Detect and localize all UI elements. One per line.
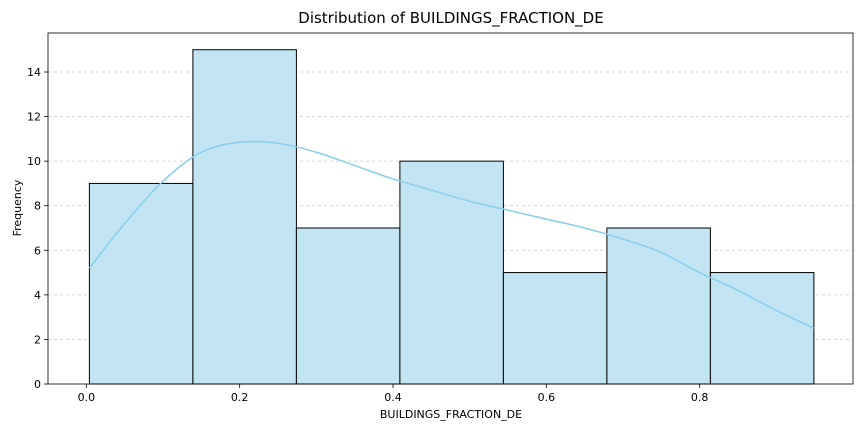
histogram-bar — [606, 227, 711, 385]
kde-curve — [88, 140, 815, 329]
histogram-bar — [709, 272, 815, 385]
y-tick-label: 0 — [34, 378, 41, 391]
x-axis-ticks: 0.0 0.2 0.4 0.6 0.8 — [78, 384, 709, 404]
histogram-bar — [295, 227, 401, 385]
histogram-bar — [502, 272, 608, 385]
x-tick-label: 0.4 — [384, 391, 402, 404]
histogram-bars — [88, 49, 815, 385]
x-tick-label: 0.0 — [78, 391, 96, 404]
y-axis-label: Frequency — [11, 179, 24, 236]
x-tick-label: 0.6 — [538, 391, 556, 404]
x-tick-label: 0.2 — [231, 391, 249, 404]
y-tick-label: 2 — [34, 333, 41, 346]
y-tick-label: 4 — [34, 289, 41, 302]
y-tick-label: 12 — [27, 111, 41, 124]
x-tick-label: 0.8 — [691, 391, 709, 404]
histogram-bar — [399, 160, 504, 385]
plot-area-frame — [47, 32, 854, 385]
histogram-bar — [192, 49, 297, 385]
y-tick-label: 10 — [27, 155, 41, 168]
chart-title: Distribution of BUILDINGS_FRACTION_DE — [298, 9, 603, 28]
histogram-bar — [88, 182, 194, 385]
y-tick-label: 14 — [27, 66, 41, 79]
y-tick-label: 6 — [34, 244, 41, 257]
x-axis-label: BUILDINGS_FRACTION_DE — [380, 408, 522, 421]
y-tick-label: 8 — [34, 200, 41, 213]
y-axis-ticks: 0 2 4 6 8 10 12 14 — [27, 66, 48, 391]
